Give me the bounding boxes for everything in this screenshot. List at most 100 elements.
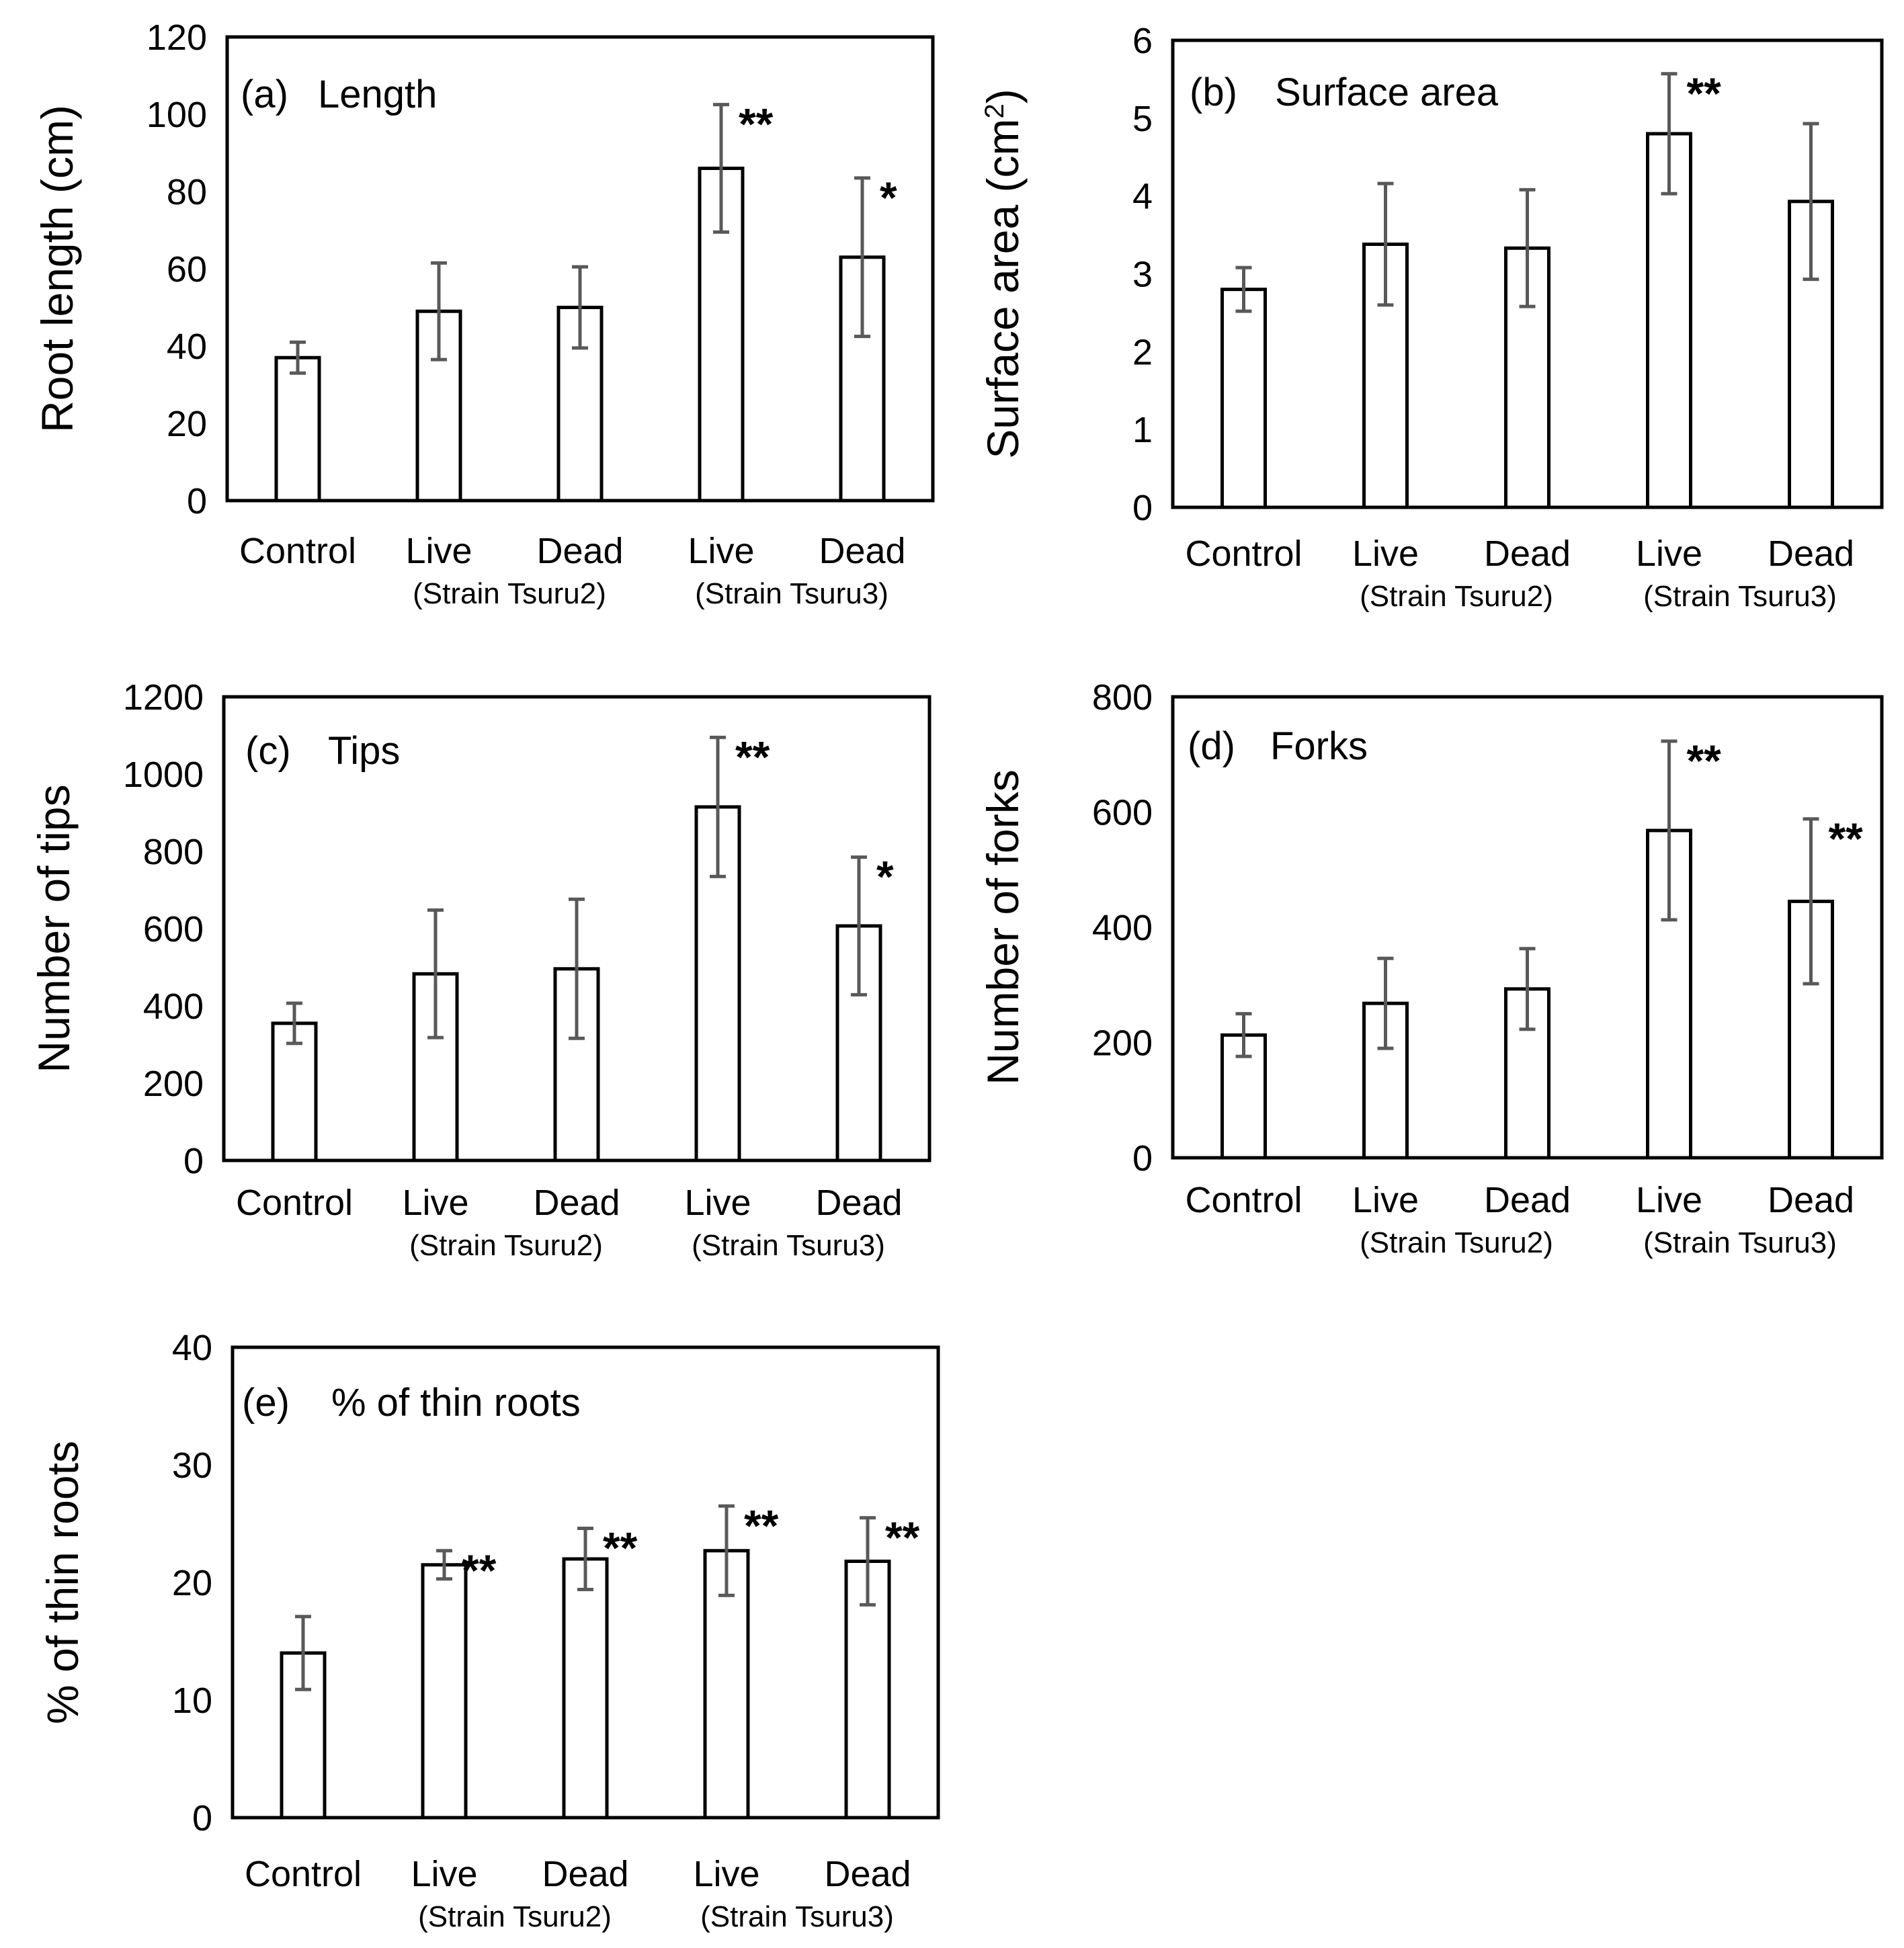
- category-label: Dead: [533, 1183, 620, 1223]
- category-label: Dead: [542, 1854, 628, 1894]
- y-tick-label: 200: [1092, 1023, 1153, 1064]
- y-axis-title: Number of tips: [29, 784, 79, 1072]
- y-tick-label: 800: [1092, 677, 1153, 718]
- panel-title: % of thin roots: [331, 1381, 581, 1425]
- y-tick-label: 200: [143, 1064, 204, 1104]
- y-tick-label: 2: [1132, 332, 1153, 372]
- panel-tag: (c): [245, 729, 291, 773]
- y-tick-label: 1: [1132, 410, 1153, 450]
- y-tick-label: 5: [1132, 99, 1153, 139]
- significance-marker: **: [603, 1523, 638, 1573]
- chart-panel-3: 0 200 400 600 800 1000 1200 Number of tips (c) Ti…: [29, 677, 932, 1262]
- significance-marker: **: [462, 1545, 497, 1595]
- category-label: Live: [688, 531, 754, 571]
- category-label: Control: [1185, 1180, 1302, 1220]
- group-label: (Strain Tsuru3): [695, 577, 888, 610]
- y-tick-label: 800: [143, 832, 204, 872]
- y-tick-label: 1200: [123, 677, 204, 718]
- panel-tag: (d): [1188, 724, 1235, 768]
- category-label: Live: [684, 1183, 751, 1223]
- significance-marker: *: [880, 173, 897, 222]
- significance-marker: **: [739, 99, 774, 149]
- y-tick-label: 40: [167, 327, 207, 367]
- bar: [274, 355, 321, 503]
- significance-marker: **: [1687, 736, 1722, 786]
- y-axis-title: Root length (cm): [32, 105, 82, 433]
- category-label: Dead: [536, 531, 623, 571]
- panel-title: Tips: [328, 729, 400, 773]
- category-label: Live: [1636, 534, 1702, 574]
- panel-tag: (e): [242, 1381, 290, 1425]
- y-tick-label: 40: [172, 1328, 212, 1368]
- category-label: Dead: [824, 1854, 911, 1894]
- category-label: Live: [1636, 1180, 1702, 1220]
- group-label: (Strain Tsuru3): [692, 1229, 885, 1262]
- chart-panel-4: 0 200 400 600 800 Number of forks (d) Forks Cont…: [978, 677, 1884, 1259]
- y-tick-label: 10: [172, 1681, 212, 1721]
- y-tick-label: 3: [1132, 255, 1153, 295]
- category-label: Dead: [1484, 534, 1571, 574]
- group-label: (Strain Tsuru2): [1360, 580, 1553, 613]
- category-label: Live: [1352, 534, 1419, 574]
- significance-marker: **: [885, 1513, 920, 1562]
- group-label: (Strain Tsuru2): [1360, 1226, 1553, 1259]
- y-tick-label: 30: [172, 1445, 212, 1486]
- y-tick-label: 600: [143, 909, 204, 949]
- significance-marker: **: [1829, 814, 1864, 863]
- y-tick-label: 1000: [123, 755, 204, 795]
- group-label: (Strain Tsuru3): [700, 1900, 894, 1933]
- y-tick-label: 0: [1132, 488, 1153, 528]
- category-label: Live: [1352, 1180, 1419, 1220]
- y-tick-label: 400: [143, 986, 204, 1027]
- group-label: (Strain Tsuru2): [418, 1900, 612, 1933]
- y-tick-label: 60: [167, 249, 207, 290]
- category-label: Live: [693, 1854, 759, 1894]
- y-axis-title: % of thin roots: [38, 1441, 87, 1724]
- chart-panel-1: 0 20 40 60 80 100 120 Root length (cm) (a) Length…: [32, 17, 935, 610]
- y-tick-label: 80: [167, 172, 207, 212]
- panel-tag: (b): [1190, 71, 1237, 114]
- bar: [421, 1563, 468, 1820]
- category-label: Dead: [815, 1183, 902, 1223]
- bar: [1220, 1033, 1267, 1160]
- panel-title: Forks: [1270, 724, 1368, 768]
- y-tick-label: 0: [192, 1798, 212, 1838]
- chart-panel-2: 0 1 2 3 4 5 6 Surface area (cm2) (b) Surface area…: [978, 21, 1884, 613]
- significance-marker: **: [744, 1500, 779, 1550]
- y-tick-label: 120: [147, 17, 207, 58]
- panel-title: Length: [318, 73, 437, 116]
- category-label: Dead: [1768, 534, 1854, 574]
- group-label: (Strain Tsuru3): [1643, 1226, 1837, 1259]
- y-tick-label: 600: [1092, 793, 1153, 833]
- category-label: Live: [411, 1854, 477, 1894]
- y-axis-title: Number of forks: [978, 769, 1028, 1085]
- category-label: Control: [239, 531, 356, 571]
- y-tick-label: 6: [1132, 21, 1153, 61]
- y-tick-label: 0: [187, 481, 207, 521]
- category-label: Dead: [1484, 1180, 1571, 1220]
- bar: [562, 1557, 609, 1820]
- panel-tag: (a): [241, 73, 288, 116]
- category-label: Dead: [819, 531, 905, 571]
- y-tick-label: 4: [1132, 177, 1153, 217]
- group-label: (Strain Tsuru2): [413, 577, 606, 610]
- category-label: Control: [236, 1183, 353, 1223]
- y-tick-label: 0: [1132, 1138, 1153, 1179]
- bar: [703, 1549, 750, 1820]
- y-axis-title: Surface area (cm2): [978, 89, 1028, 458]
- significance-marker: **: [1687, 69, 1722, 118]
- chart-panel-5: 0 10 20 30 40 % of thin roots (e) % of thin roo…: [38, 1328, 940, 1933]
- y-tick-label: 20: [167, 404, 207, 444]
- y-tick-label: 20: [172, 1563, 212, 1603]
- category-label: Live: [402, 1183, 468, 1223]
- y-tick-label: 100: [147, 95, 207, 135]
- category-label: Dead: [1768, 1180, 1854, 1220]
- significance-marker: *: [876, 852, 894, 902]
- y-tick-label: 400: [1092, 908, 1153, 948]
- y-tick-label: 0: [183, 1141, 204, 1181]
- category-label: Control: [245, 1854, 362, 1894]
- significance-marker: **: [735, 732, 770, 781]
- panel-title: Surface area: [1275, 71, 1499, 114]
- bar: [1220, 288, 1267, 509]
